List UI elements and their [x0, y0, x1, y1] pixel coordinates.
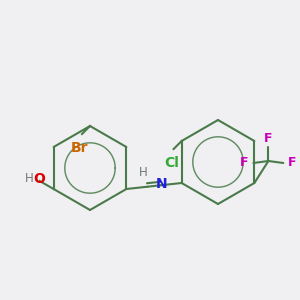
Text: F: F [240, 157, 249, 169]
Text: N: N [156, 177, 167, 191]
Text: Br: Br [71, 141, 89, 155]
Text: H: H [25, 172, 34, 185]
Text: H: H [139, 166, 148, 179]
Text: F: F [288, 157, 297, 169]
Text: F: F [264, 133, 273, 146]
Text: Cl: Cl [164, 156, 179, 170]
Text: O: O [34, 172, 46, 186]
